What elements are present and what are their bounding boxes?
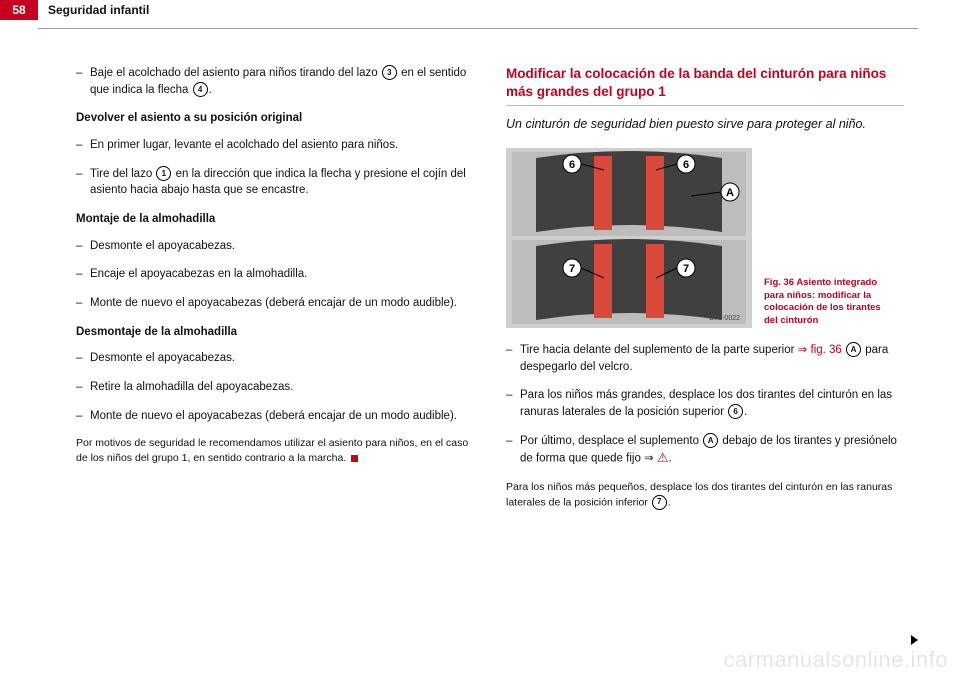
svg-text:B7V-0022: B7V-0022 [709, 315, 740, 322]
text: . [209, 84, 212, 96]
subheading: Desmontaje de la almohadilla [76, 324, 474, 341]
list-item: – En primer lugar, levante el acolchado … [76, 137, 474, 154]
dash-icon: – [76, 266, 90, 283]
dash-icon: – [506, 342, 520, 375]
circle-6-icon: 6 [728, 404, 743, 419]
circle-3-icon: 3 [382, 65, 397, 80]
figure-reference: ⇒ fig. 36 [798, 344, 842, 356]
figure-caption: Fig. 36 Asiento integrado para niños: mo… [764, 277, 894, 328]
list-item: – Monte de nuevo el apoyacabezas (deberá… [76, 295, 474, 312]
list-item: – Baje el acolchado del asiento para niñ… [76, 65, 474, 98]
figure-36-image: 6 6 A 7 [506, 148, 752, 328]
topic-heading: Modificar la colocación de la banda del … [506, 65, 904, 106]
warning-icon: ⚠ [657, 450, 669, 465]
bullet-text: Retire la almohadilla del apoyacabezas. [90, 379, 474, 396]
bullet-text: Encaje el apoyacabezas en la almohadilla… [90, 266, 474, 283]
circle-a-icon: A [846, 342, 861, 357]
end-square-icon [351, 455, 358, 462]
svg-text:7: 7 [683, 263, 689, 275]
text: . [744, 406, 747, 418]
dash-icon: – [76, 238, 90, 255]
bullet-text: Baje el acolchado del asiento para niños… [90, 65, 474, 98]
dash-icon: – [76, 408, 90, 425]
dash-icon: – [76, 137, 90, 154]
list-item: – Por último, desplace el suplemento A d… [506, 433, 904, 469]
watermark: carmanualsonline.info [723, 647, 948, 673]
text: Para los niños más pequeños, desplace lo… [506, 481, 892, 508]
bullet-text: Por último, desplace el suplemento A deb… [520, 433, 904, 469]
footnote: Para los niños más pequeños, desplace lo… [506, 480, 904, 510]
bullet-text: En primer lugar, levante el acolchado de… [90, 137, 474, 154]
svg-text:7: 7 [569, 263, 575, 275]
left-column: – Baje el acolchado del asiento para niñ… [76, 65, 474, 510]
dash-icon: – [76, 166, 90, 199]
list-item: – Desmonte el apoyacabezas. [76, 238, 474, 255]
circle-4-icon: 4 [193, 82, 208, 97]
circle-a-icon: A [703, 433, 718, 448]
list-item: – Tire hacia delante del suplemento de l… [506, 342, 904, 375]
lead-text: Un cinturón de seguridad bien puesto sir… [506, 116, 904, 134]
text: Para los niños más grandes, desplace los… [520, 389, 892, 418]
text: Por motivos de seguridad le recomendamos… [76, 437, 468, 464]
page-number: 58 [0, 0, 38, 20]
bullet-text: Tire del lazo 1 en la dirección que indi… [90, 166, 474, 199]
content-columns: – Baje el acolchado del asiento para niñ… [0, 29, 960, 510]
subheading: Devolver el asiento a su posición origin… [76, 110, 474, 127]
list-item: – Encaje el apoyacabezas en la almohadil… [76, 266, 474, 283]
bullet-text: Desmonte el apoyacabezas. [90, 238, 474, 255]
svg-text:A: A [726, 187, 734, 199]
page-header: 58 Seguridad infantil [0, 0, 960, 28]
subheading: Montaje de la almohadilla [76, 211, 474, 228]
figure-block: 6 6 A 7 [506, 148, 904, 328]
circle-7-icon: 7 [652, 495, 667, 510]
dash-icon: – [76, 379, 90, 396]
text: Baje el acolchado del asiento para niños… [90, 67, 381, 79]
dash-icon: – [76, 350, 90, 367]
circle-1-icon: 1 [156, 166, 171, 181]
dash-icon: – [76, 295, 90, 312]
bullet-text: Para los niños más grandes, desplace los… [520, 387, 904, 420]
text: Tire del lazo [90, 168, 155, 180]
list-item: – Para los niños más grandes, desplace l… [506, 387, 904, 420]
dash-icon: – [76, 65, 90, 98]
bullet-text: Tire hacia delante del suplemento de la … [520, 342, 904, 375]
svg-text:6: 6 [683, 159, 689, 171]
footnote: Por motivos de seguridad le recomendamos… [76, 436, 474, 465]
text: . [668, 496, 671, 508]
list-item: – Monte de nuevo el apoyacabezas (deberá… [76, 408, 474, 425]
bullet-text: Monte de nuevo el apoyacabezas (deberá e… [90, 295, 474, 312]
dash-icon: – [506, 387, 520, 420]
text: Tire hacia delante del suplemento de la … [520, 344, 798, 356]
list-item: – Retire la almohadilla del apoyacabezas… [76, 379, 474, 396]
list-item: – Tire del lazo 1 en la dirección que in… [76, 166, 474, 199]
right-column: Modificar la colocación de la banda del … [506, 65, 904, 510]
text: . [669, 453, 672, 465]
list-item: – Desmonte el apoyacabezas. [76, 350, 474, 367]
section-title: Seguridad infantil [38, 0, 960, 17]
bullet-text: Monte de nuevo el apoyacabezas (deberá e… [90, 408, 474, 425]
svg-text:6: 6 [569, 159, 575, 171]
dash-icon: – [506, 433, 520, 469]
text: Por último, desplace el suplemento [520, 435, 702, 447]
bullet-text: Desmonte el apoyacabezas. [90, 350, 474, 367]
continue-arrow-icon [911, 635, 918, 645]
